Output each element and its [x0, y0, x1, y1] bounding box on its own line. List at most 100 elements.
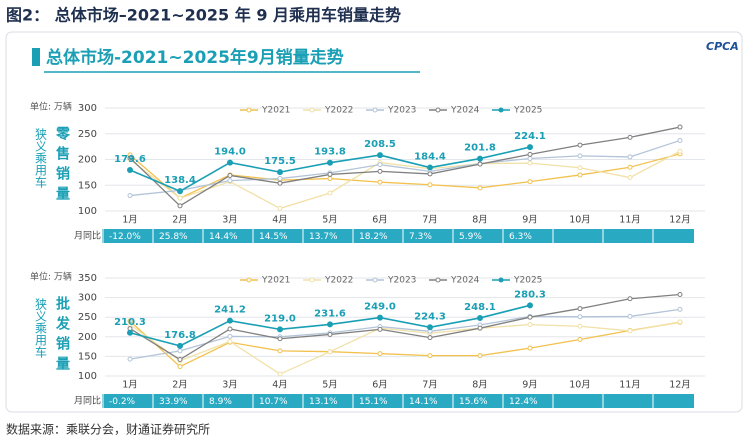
- point: [627, 154, 633, 160]
- value-label: 219.0: [264, 313, 296, 324]
- series-line: [129, 139, 681, 197]
- yoy-value: -0.2%: [109, 397, 136, 407]
- point: [227, 159, 233, 166]
- value-label: 201.8: [464, 143, 496, 154]
- logo: CPCA: [706, 40, 739, 53]
- point: [527, 144, 533, 151]
- source: 数据来源：乘联分会，财通证券研究所: [6, 422, 210, 437]
- yoy-value: 14.1%: [409, 397, 438, 407]
- x-tick-label: 3月: [222, 215, 238, 226]
- x-tick-label: 9月: [522, 380, 538, 391]
- yoy-value: 12.4%: [509, 397, 538, 407]
- point: [677, 319, 683, 325]
- yoy-label: 月同比: [74, 230, 101, 242]
- series-line: [129, 150, 681, 210]
- point: [327, 171, 333, 177]
- point: [177, 364, 183, 370]
- legend-marker: [372, 277, 378, 283]
- x-tick-label: 7月: [422, 380, 438, 391]
- x-tick-label: 2月: [172, 215, 188, 226]
- value-label: 184.4: [414, 152, 446, 163]
- point: [577, 314, 583, 320]
- x-tick-label: 12月: [669, 215, 691, 226]
- point: [527, 160, 533, 166]
- x-tick-label: 8月: [472, 380, 488, 391]
- x-tick-label: 8月: [472, 215, 488, 226]
- point: [227, 339, 233, 345]
- value-label: 210.3: [114, 317, 146, 328]
- point: [527, 302, 533, 309]
- y-axis-label: 零售销量: [54, 125, 71, 206]
- yoy-row: [102, 394, 694, 408]
- side-label: 狭义乘用车: [34, 128, 48, 189]
- point: [227, 317, 233, 324]
- series-line: [129, 320, 681, 368]
- y-tick-label: 100: [78, 206, 97, 217]
- series-line: [129, 308, 681, 360]
- legend-marker: [246, 107, 252, 113]
- legend-marker: [498, 277, 504, 283]
- legend-label: Y2021: [261, 106, 290, 116]
- point: [177, 357, 183, 363]
- x-tick-label: 7月: [422, 215, 438, 226]
- point: [277, 205, 283, 211]
- point: [277, 371, 283, 377]
- legend-label: Y2021: [261, 276, 290, 286]
- point: [477, 155, 483, 162]
- legend-marker: [435, 277, 441, 283]
- point: [277, 176, 283, 182]
- point: [327, 321, 333, 328]
- value-label: 194.0: [214, 147, 246, 158]
- point: [577, 172, 583, 178]
- point: [177, 188, 183, 195]
- point: [577, 153, 583, 159]
- point: [377, 351, 383, 357]
- yoy-value: 15.6%: [459, 397, 488, 407]
- legend-marker: [309, 277, 315, 283]
- point: [427, 324, 433, 331]
- y-tick-label: 350: [78, 273, 97, 284]
- point: [127, 167, 133, 174]
- point: [427, 182, 433, 188]
- yoy-value: 5.9%: [459, 232, 482, 242]
- point: [377, 162, 383, 168]
- yoy-label: 月同比: [74, 395, 101, 407]
- point: [277, 169, 283, 176]
- legend-marker: [498, 107, 504, 113]
- point: [227, 172, 233, 178]
- point: [377, 152, 383, 159]
- point: [377, 179, 383, 185]
- x-tick-label: 6月: [372, 215, 388, 226]
- point: [277, 348, 283, 354]
- value-label: 175.5: [264, 156, 296, 167]
- y-tick-label: 250: [78, 129, 97, 140]
- yoy-value: 18.2%: [359, 232, 388, 242]
- yoy-value: 6.3%: [509, 232, 532, 242]
- point: [627, 328, 633, 334]
- point: [627, 164, 633, 170]
- point: [627, 134, 633, 140]
- y-tick-label: 150: [78, 180, 97, 191]
- yoy-value: 13.7%: [309, 232, 338, 242]
- legend-label: Y2022: [324, 106, 353, 116]
- side-label: 狭义乘用车: [34, 298, 48, 359]
- yoy-value: -12.0%: [109, 232, 141, 242]
- point: [627, 175, 633, 181]
- legend-marker: [435, 107, 441, 113]
- yoy-row: [102, 229, 694, 243]
- legend-label: Y2022: [324, 276, 353, 286]
- unit-label: 单位: 万辆: [30, 101, 72, 113]
- x-tick-label: 6月: [372, 380, 388, 391]
- value-label: 208.5: [364, 139, 396, 150]
- point: [177, 342, 183, 349]
- point: [677, 124, 683, 130]
- panel-title: 总体市场-2021~2025年9月销量走势: [46, 47, 344, 68]
- point: [327, 331, 333, 337]
- yoy-value: 8.9%: [209, 397, 232, 407]
- point: [327, 349, 333, 355]
- point: [477, 353, 483, 359]
- point: [427, 164, 433, 171]
- x-tick-label: 2月: [172, 380, 188, 391]
- point: [327, 176, 333, 182]
